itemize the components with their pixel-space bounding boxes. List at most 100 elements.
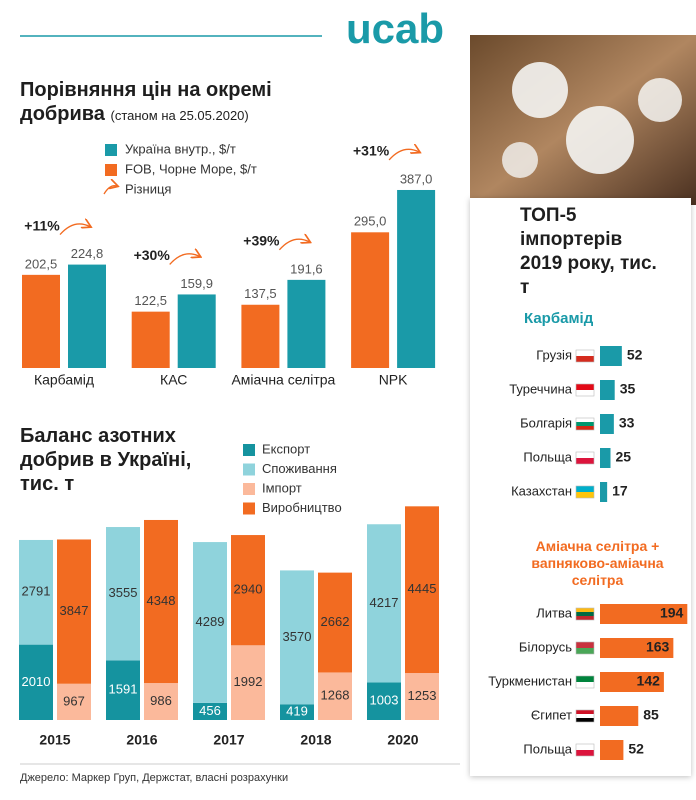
flag-border [575,641,595,655]
value-label: 159,9 [180,276,213,291]
flag [576,486,594,492]
category-label: Білорусь [519,639,572,654]
value-label: 52 [628,741,644,757]
value-label: 2940 [234,582,263,597]
legend-swatch [243,502,255,515]
value-label: 194 [660,605,684,621]
bar-segment [280,704,314,720]
section-title: Карбамід [524,310,594,327]
value-label: 1992 [234,674,263,689]
value-label: 4348 [147,593,176,608]
value-label: 122,5 [134,293,167,308]
flag [576,390,594,396]
category-label: Болгарія [520,415,572,430]
x-tick-label: 2015 [39,732,70,748]
flag-border [575,451,595,465]
bar [241,304,280,368]
value-label: 986 [150,693,172,708]
value-label: 52 [627,347,643,363]
bar-segment [57,539,91,684]
bar [600,638,674,658]
legend-swatch [243,483,255,495]
x-tick-label: NPK [379,372,408,388]
legend-label: FOB, Чорне Море, $/т [125,161,257,176]
x-tick-label: 2018 [300,732,331,748]
value-label: 387,0 [400,171,433,186]
bar [397,189,436,368]
value-label: 456 [199,703,221,718]
difference-label: +11% [24,217,60,233]
chart-title: Порівняння цін на окремі добрива (станом… [20,78,320,128]
source: Джерело: Маркер Груп, Держстат, власні р… [20,772,288,784]
x-tick-label: 2020 [387,732,418,748]
bar-segment [405,506,439,674]
flag [576,612,594,616]
value-label: 967 [63,693,85,708]
bar-segment [19,539,53,645]
value-label: 4289 [196,614,225,629]
flag [576,418,594,422]
difference-label: +31% [353,143,390,159]
value-label: 1003 [370,693,399,708]
x-tick-label: Аміачна селітра [231,372,335,388]
legend-arrow [103,186,117,195]
logo: ucab [346,5,444,52]
value-label: 4445 [408,581,437,596]
section-title: Аміачна селітра + вапняково-аміачна селі… [531,538,664,588]
flag [576,356,594,362]
x-tick-label: 2016 [126,732,157,748]
difference-arrow [169,254,200,265]
flag [576,676,594,682]
flag [576,608,594,612]
category-label: Туркменистан [488,673,572,688]
subtitle: (станом на 25.05.2020) [110,108,249,123]
value-label: 295,0 [354,214,387,229]
flag-border [575,349,595,363]
value-label: 191,6 [290,261,323,276]
value-label: 33 [619,415,635,431]
bar-segment [193,702,227,720]
bar-segment [318,672,352,720]
bar-segment [231,535,265,646]
category-label: Єгипет [531,707,572,722]
difference-arrow [388,149,419,161]
value-label: 224,8 [71,246,104,261]
bar [600,414,614,434]
legend-label: Виробництво [262,500,342,515]
bar-segment [405,673,439,720]
category-label: Грузія [536,347,572,362]
category-label: Туреччина [509,381,573,396]
flag [576,616,594,620]
category-label: Польща [523,449,572,464]
bar [68,264,106,368]
flag [576,710,594,714]
flag-border [575,607,595,621]
bar [177,294,216,368]
value-label: 3847 [60,603,89,618]
value-label: 419 [286,704,308,719]
flag-border [575,675,595,689]
value-label: 1253 [408,688,437,703]
bar [600,740,624,760]
flag [576,492,594,498]
difference-label: +30% [134,247,171,263]
bar [600,380,615,400]
flag [576,452,594,458]
value-label: 2662 [321,614,350,629]
bar [131,311,170,368]
flag-border [575,417,595,431]
bar [600,672,664,692]
value-label: 3555 [109,585,138,600]
value-label: 163 [646,639,670,655]
value-label: 85 [643,707,659,723]
bar-segment [280,570,314,705]
bar [351,232,390,368]
legend-swatch [105,144,117,156]
flag [576,750,594,756]
bar [600,482,608,502]
title-text: Порівняння цін на окремі добрива [20,79,272,125]
value-label: 25 [616,449,632,465]
difference-arrow [278,239,309,251]
bar [287,279,326,368]
